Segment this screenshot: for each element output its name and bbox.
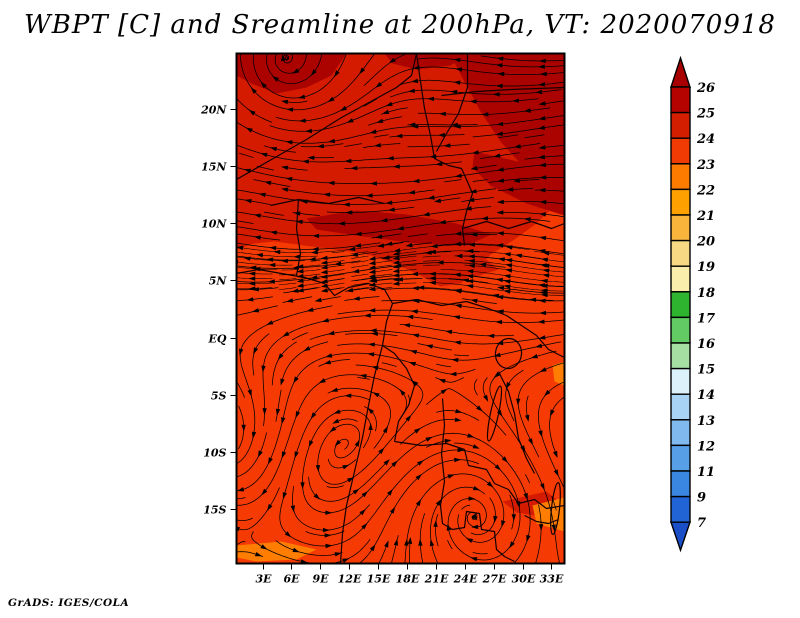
colorbar-label-16: 16: [697, 337, 715, 352]
colorbar-label-12: 12: [697, 439, 715, 454]
map-plot-area: 20N 15N 10N 5N EQ 5S 10S 15S 3E 6E 9E 12E 15E 18E 21E 2…: [186, 45, 591, 601]
colorbar-label-24: 24: [696, 132, 715, 147]
colorbar-bottom-arrow: [670, 521, 691, 553]
x-tick-12E: 12E: [338, 573, 362, 586]
lake-tanganyika: [486, 385, 503, 442]
colorbar-label-20: 20: [696, 235, 715, 250]
y-tick-5S: 5S: [211, 390, 227, 403]
colorbar-label-19: 19: [697, 260, 715, 275]
colorbar-label-9: 9: [697, 491, 706, 506]
grads-credit: GrADS: IGES/COLA: [8, 597, 130, 609]
x-tick-18E: 18E: [396, 573, 420, 586]
x-tick-15E: 15E: [367, 573, 391, 586]
chart-title: WBPT [C] and Sreamline at 200hPa, VT: 20…: [24, 10, 776, 40]
dark-band-strip: [306, 210, 492, 246]
y-tick-20N: 20N: [200, 104, 227, 117]
y-tick-15N: 15N: [201, 161, 227, 174]
colorbar-label-15: 15: [697, 363, 715, 378]
axis-ticks: 20N 15N 10N 5N EQ 5S 10S 15S 3E 6E 9E 12E 15E 18E 21E 2…: [200, 104, 564, 586]
colorbar-label-23: 23: [696, 158, 715, 173]
x-tick-3E: 3E: [255, 573, 272, 586]
colorbar-svg: 26 25 24 23 22 21 20 19 18 17 16 15 14 13 12 11 9 7: [670, 55, 715, 553]
colorbar-label-25: 25: [696, 107, 715, 122]
x-tick-27E: 27E: [482, 573, 507, 586]
x-tick-33E: 33E: [540, 573, 564, 586]
colorbar-label-11: 11: [697, 465, 715, 480]
orange-bottom-right: [532, 497, 565, 532]
x-tick-6E: 6E: [283, 573, 300, 586]
x-tick-21E: 21E: [424, 573, 449, 586]
x-tick-24E: 24E: [453, 573, 478, 586]
orange-bottom-left: [236, 541, 317, 562]
colorbar-top-arrow: [670, 55, 691, 88]
map-svg: 20N 15N 10N 5N EQ 5S 10S 15S 3E 6E 9E 12E 15E 18E 21E 2…: [200, 52, 566, 586]
country-borders: [236, 53, 565, 564]
y-tick-10N: 10N: [201, 218, 227, 231]
colorbar-label-18: 18: [697, 286, 715, 301]
x-tick-30E: 30E: [512, 573, 536, 586]
x-tick-9E: 9E: [312, 573, 329, 586]
colorbar-label-7: 7: [697, 516, 706, 531]
streamlines: [236, 53, 565, 564]
dark-mid-right: [472, 151, 565, 216]
y-tick-5N: 5N: [209, 275, 228, 288]
orange-right-edge: [552, 361, 565, 386]
y-tick-10S: 10S: [203, 447, 226, 460]
y-tick-15S: 15S: [203, 504, 226, 517]
colorbar-label-26: 26: [696, 81, 715, 96]
colorbar-label-13: 13: [697, 414, 715, 429]
colorbar-label-14: 14: [697, 388, 715, 403]
colorbar: 26 25 24 23 22 21 20 19 18 17 16 15 14 13 12 11 9 7: [655, 50, 745, 566]
colorbar-label-17: 17: [697, 311, 715, 326]
dark-top-center: [384, 53, 469, 70]
y-tick-EQ: EQ: [208, 333, 227, 346]
colorbar-label-21: 21: [696, 209, 715, 224]
colorbar-label-22: 22: [696, 183, 715, 198]
